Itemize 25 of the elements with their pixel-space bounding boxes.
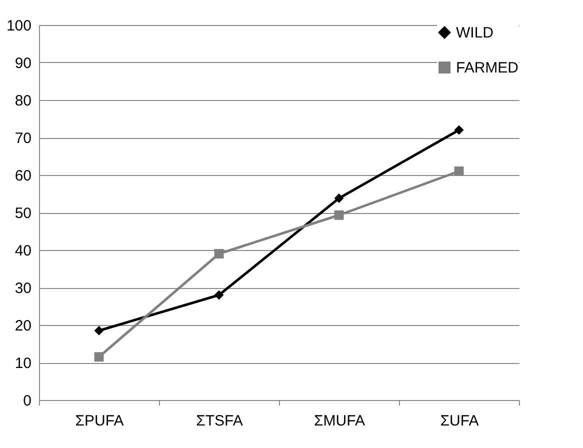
y-tick-label: 70 (14, 130, 32, 147)
y-tick-label: 90 (14, 55, 32, 72)
point (94, 352, 104, 362)
y-tick-label: 10 (14, 355, 32, 372)
y-tick-label: 20 (14, 318, 32, 334)
y-tick-label: 50 (14, 205, 32, 222)
legend-label: FARMED (456, 60, 519, 76)
x-tick-label: ΣUFA (440, 412, 479, 430)
y-tick-label: 30 (14, 280, 32, 297)
point (214, 290, 224, 300)
x-tick-label: ΣPUFA (75, 412, 124, 430)
point (334, 210, 344, 220)
point (94, 326, 104, 336)
legend-label: WILD (456, 24, 494, 42)
y-tick-label: 0 (23, 392, 32, 410)
point (214, 249, 224, 258)
y-tick-label: 40 (14, 242, 32, 260)
x-tick-label: ΣMUFA (314, 412, 365, 430)
point (454, 166, 464, 176)
y-tick-label: 100 (6, 18, 32, 34)
y-tick-label: 60 (14, 168, 32, 184)
y-tick-label: 80 (14, 92, 32, 110)
x-tick-label: ΣTSFA (196, 412, 243, 430)
point (454, 125, 464, 135)
point (334, 194, 344, 203)
